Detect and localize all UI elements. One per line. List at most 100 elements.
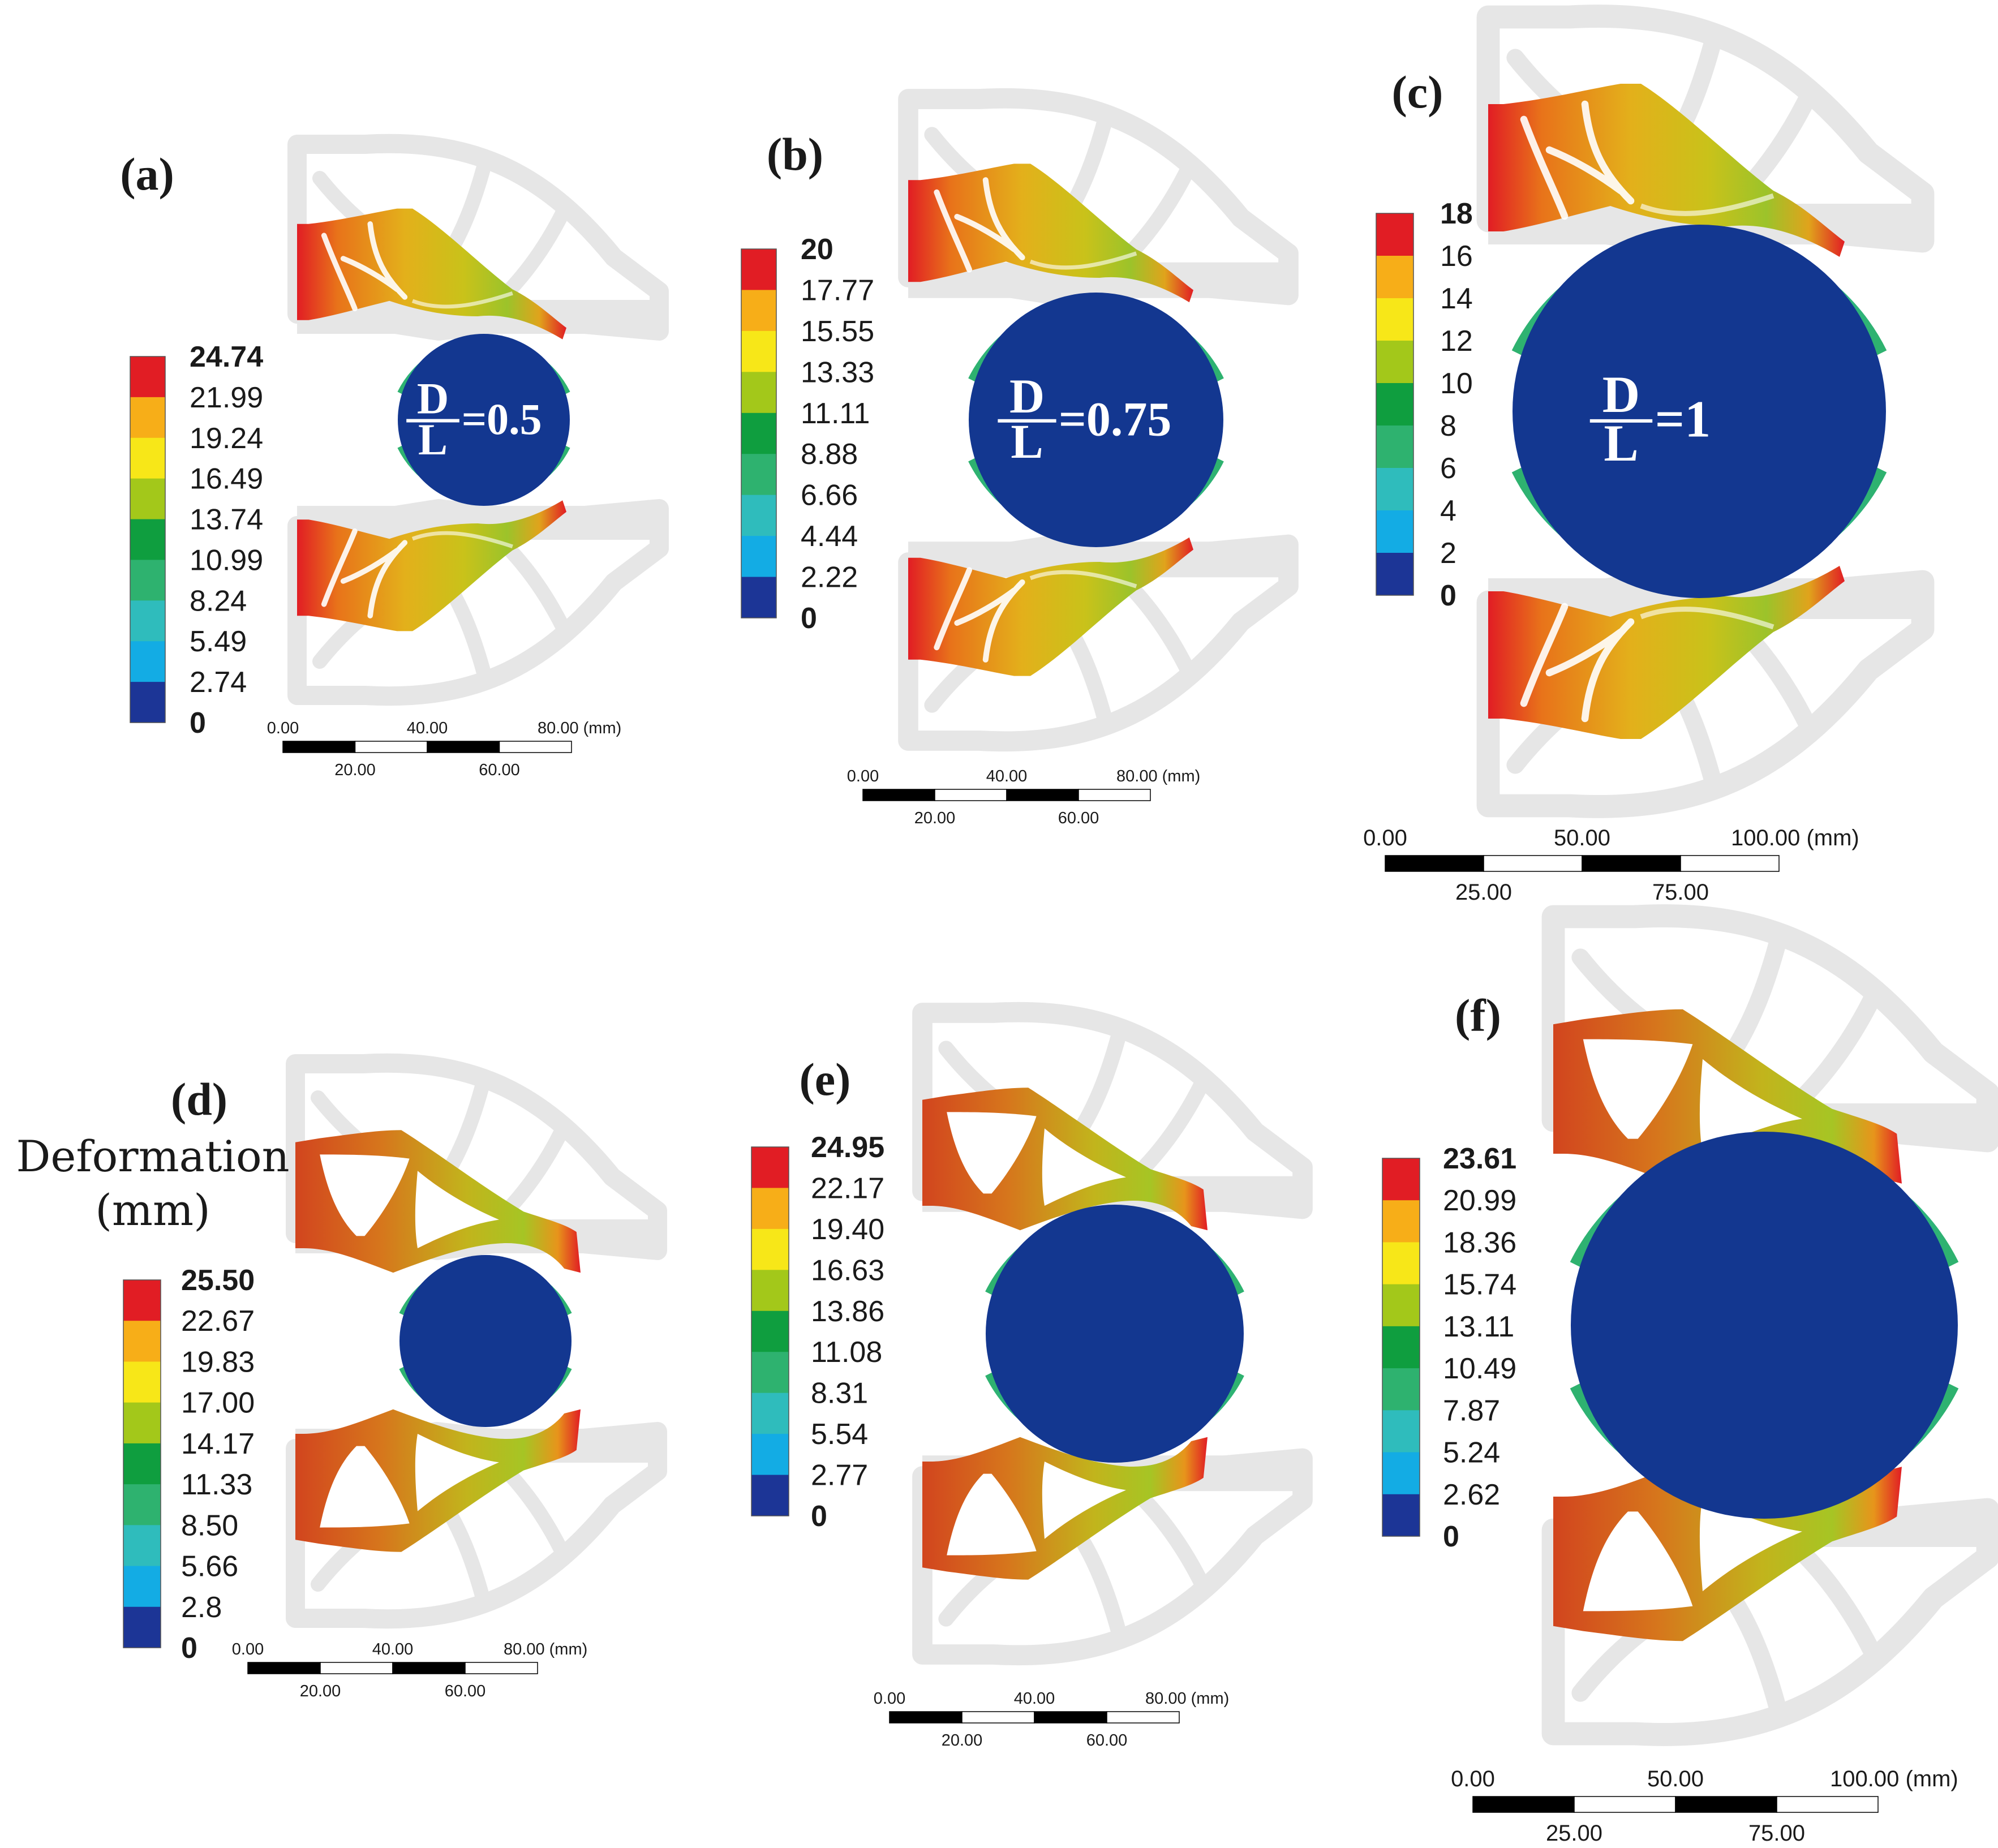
panel-e-legend-band xyxy=(751,1434,789,1476)
panel-d-legend-tick-label: 5.66 xyxy=(181,1550,238,1583)
legend-title-unit: (mm) xyxy=(95,1185,210,1235)
panel-c-legend-tick-label: 0 xyxy=(1440,579,1456,612)
panel-f-label: (f) xyxy=(1455,990,1501,1041)
panel-d-scale-label: 60.00 xyxy=(445,1682,486,1700)
panel-b-scale-segment xyxy=(934,789,1007,801)
panel-f-legend-tick-label: 23.61 xyxy=(1443,1142,1516,1175)
panel-d-legend-tick-label: 8.50 xyxy=(181,1509,238,1542)
panel-d-legend-tick-label: 17.00 xyxy=(181,1387,255,1420)
panel-e-legend-tick-label: 13.86 xyxy=(811,1295,884,1328)
panel-a-legend-band xyxy=(130,397,165,439)
panel-d-legend-tick-label: 2.8 xyxy=(181,1591,222,1624)
panel-c-legend-band xyxy=(1376,256,1413,299)
panel-e-scale-segment xyxy=(961,1711,1035,1724)
panel-c-label: (c) xyxy=(1391,66,1443,118)
panel-a-legend-band xyxy=(130,356,165,398)
panel-b-scale-label: 60.00 xyxy=(1058,809,1099,827)
panel-f-legend-band xyxy=(1382,1242,1420,1285)
panel-d-legend-band xyxy=(123,1606,161,1648)
panel-a-legend-tick-label: 19.24 xyxy=(190,422,263,455)
panel-a-scale-segment xyxy=(354,741,428,753)
panel-c-legend-tick-label: 10 xyxy=(1440,367,1473,400)
panel-b-legend-band xyxy=(741,536,776,578)
panel-f-legend-band xyxy=(1382,1368,1420,1411)
panel-e-legend-tick-label: 11.08 xyxy=(811,1336,882,1369)
panel-c-legend-tick-label: 2 xyxy=(1440,537,1456,570)
panel-c-scale-label: 100.00 (mm) xyxy=(1731,826,1859,850)
panel-c-legend-band xyxy=(1376,510,1413,553)
panel-c-scale-segment xyxy=(1680,855,1780,872)
panel-b-label: (b) xyxy=(767,128,823,180)
panel-a-legend-band xyxy=(130,478,165,520)
panel-a-ratio-numerator: D xyxy=(417,373,449,423)
panel-f-legend-band xyxy=(1382,1494,1420,1537)
panel-f-legend-band xyxy=(1382,1452,1420,1495)
panel-b-legend-tick-label: 11.11 xyxy=(801,397,870,430)
panel-f-legend-tick-label: 18.36 xyxy=(1443,1226,1516,1259)
panel-d-legend-band xyxy=(123,1443,161,1485)
panel-a-legend-band xyxy=(130,519,165,561)
panel-c-legend-band xyxy=(1376,426,1413,469)
panel-e-legend-tick-label: 19.40 xyxy=(811,1213,884,1246)
panel-a-legend-tick-label: 2.74 xyxy=(190,666,247,699)
panel-d-legend-band xyxy=(123,1402,161,1444)
panel-f-legend-band xyxy=(1382,1410,1420,1453)
panel-e-legend-tick-label: 16.63 xyxy=(811,1254,884,1287)
panel-b-scale-segment xyxy=(1006,789,1079,801)
panel-a-legend-band xyxy=(130,641,165,682)
panel-b-ratio-value: =0.75 xyxy=(1059,392,1172,446)
panel-d-legend-tick-label: 11.33 xyxy=(181,1468,252,1501)
panel-f-legend-frame xyxy=(1382,1158,1420,1537)
panel-a-legend-tick-label: 13.74 xyxy=(190,504,263,536)
panel-c-legend-band xyxy=(1376,298,1413,341)
panel-c-ratio-numerator: D xyxy=(1602,366,1640,423)
panel-f-cylinder xyxy=(1571,1132,1958,1519)
panel-b-scale-label: 40.00 xyxy=(986,767,1028,785)
panel-b-legend-tick-label: 15.55 xyxy=(801,315,874,348)
panel-d-legend-band xyxy=(123,1280,161,1321)
panel-f-scale-segment xyxy=(1776,1796,1879,1813)
panel-e-scale-segment xyxy=(889,1711,963,1724)
panel-d-legend-tick-label: 25.50 xyxy=(181,1264,255,1297)
panel-d-scale-segment xyxy=(392,1662,466,1674)
panel-a-legend-band xyxy=(130,437,165,479)
panel-e-legend-band xyxy=(751,1228,789,1270)
panel-a-scale-segment xyxy=(427,741,500,753)
panel-a-legend-tick-label: 16.49 xyxy=(190,463,263,496)
panel-c-scale-segment xyxy=(1385,855,1484,872)
panel-f-legend-band xyxy=(1382,1284,1420,1327)
panel-d-scale-segment xyxy=(465,1662,538,1674)
panel-b-scale-label: 20.00 xyxy=(914,809,956,827)
legend-title-deformation: Deformation xyxy=(16,1131,289,1181)
panel-f-scale-label: 50.00 xyxy=(1647,1767,1704,1791)
panel-b-ratio-numerator: D xyxy=(1009,369,1045,423)
panel-f-legend-band xyxy=(1382,1158,1420,1201)
panel-d-scale-label: 20.00 xyxy=(300,1682,341,1700)
panel-b-legend-tick-label: 13.33 xyxy=(801,356,874,389)
panel-e-legend-band xyxy=(751,1475,789,1516)
panel-c-legend-band xyxy=(1376,553,1413,596)
panel-b-legend-tick-label: 0 xyxy=(801,602,817,635)
panel-a-scale-label: 80.00 (mm) xyxy=(538,719,621,737)
panel-b-scale-label: 0.00 xyxy=(847,767,879,785)
panel-b-legend-band xyxy=(741,290,776,332)
panel-c-legend-tick-label: 4 xyxy=(1440,495,1456,527)
panel-a-scale-label: 60.00 xyxy=(479,761,520,779)
panel-a-legend-tick-label: 21.99 xyxy=(190,381,263,414)
panel-a-cylinder xyxy=(398,334,570,506)
panel-a-legend-tick-label: 8.24 xyxy=(190,585,247,617)
panel-d-label: (d) xyxy=(171,1073,227,1125)
panel-e-scale-segment xyxy=(1106,1711,1180,1724)
panel-e-legend-frame xyxy=(751,1146,789,1516)
panel-a-scale-label: 40.00 xyxy=(407,719,448,737)
panel-d-legend-band xyxy=(123,1361,161,1403)
panel-e-legend-tick-label: 8.31 xyxy=(811,1377,868,1410)
panel-e-legend-tick-label: 24.95 xyxy=(811,1131,884,1164)
panel-f-scale-label: 100.00 (mm) xyxy=(1830,1767,1958,1791)
panel-c-legend-frame xyxy=(1376,213,1414,596)
panel-b-legend-tick-label: 17.77 xyxy=(801,274,874,307)
panel-d-legend-band xyxy=(123,1321,161,1363)
panel-d-cylinder xyxy=(399,1255,572,1427)
panel-f-legend-tick-label: 7.87 xyxy=(1443,1394,1500,1427)
panel-b-cylinder xyxy=(969,293,1223,547)
